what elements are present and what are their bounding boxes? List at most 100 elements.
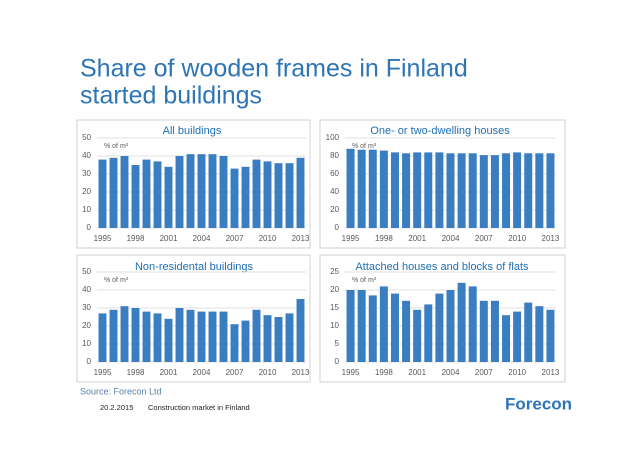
x-tick-label: 2010 [259, 234, 277, 243]
bar [164, 166, 173, 228]
y-tick-label: 10 [330, 321, 339, 330]
y-tick-label: 50 [82, 133, 91, 142]
bar [241, 320, 250, 362]
bar [175, 308, 184, 362]
bar [513, 311, 522, 362]
bar [535, 306, 544, 362]
x-tick-label: 1995 [342, 234, 360, 243]
bar [142, 311, 151, 362]
bar [109, 157, 118, 228]
bar [535, 153, 544, 228]
x-tick-label: 2013 [292, 368, 310, 377]
unit-label: % of m³ [352, 143, 377, 150]
y-tick-label: 20 [82, 321, 91, 330]
bar [208, 311, 217, 362]
y-tick-label: 5 [335, 339, 340, 348]
bar [175, 156, 184, 228]
bar [402, 153, 411, 228]
bar [131, 165, 140, 228]
y-tick-label: 30 [82, 303, 91, 312]
bar [446, 153, 455, 228]
x-tick-label: 2010 [508, 234, 526, 243]
bar [490, 300, 499, 362]
bar [524, 302, 533, 362]
chart-title: One- or two-dwelling houses [370, 125, 510, 137]
x-tick-label: 1998 [375, 368, 393, 377]
y-tick-label: 0 [87, 357, 92, 366]
bar [219, 156, 228, 228]
bar [357, 149, 366, 228]
bar [197, 154, 206, 228]
y-tick-label: 10 [82, 339, 91, 348]
y-tick-label: 0 [335, 223, 340, 232]
x-tick-label: 2004 [442, 234, 460, 243]
bar [546, 309, 555, 362]
bar [274, 317, 283, 362]
bar [413, 309, 422, 362]
x-tick-label: 2001 [408, 234, 426, 243]
bar [468, 153, 477, 228]
bar [468, 286, 477, 362]
bar [390, 293, 399, 362]
bar [424, 152, 433, 228]
y-tick-label: 60 [330, 169, 339, 178]
bar [513, 152, 522, 228]
x-tick-label: 2004 [193, 368, 211, 377]
y-tick-label: 0 [335, 357, 340, 366]
bar [479, 300, 488, 362]
x-tick-label: 2013 [292, 234, 310, 243]
x-tick-label: 1995 [94, 234, 112, 243]
bar [131, 308, 140, 362]
y-tick-label: 25 [330, 267, 339, 276]
bar [346, 290, 355, 362]
bar [164, 318, 173, 362]
bar [357, 290, 366, 362]
bar [368, 295, 377, 362]
bar [120, 306, 129, 362]
bar [109, 309, 118, 362]
bar [252, 159, 261, 228]
x-tick-label: 2001 [408, 368, 426, 377]
bar [435, 293, 444, 362]
bar [296, 299, 305, 362]
y-tick-label: 15 [330, 303, 339, 312]
bar [285, 313, 294, 362]
bar [490, 155, 499, 228]
x-tick-label: 2010 [508, 368, 526, 377]
logo: Forecon [505, 394, 572, 413]
y-tick-label: 100 [326, 133, 340, 142]
x-tick-label: 1995 [94, 368, 112, 377]
chart-title: Attached houses and blocks of flats [355, 261, 529, 273]
y-tick-label: 20 [330, 205, 339, 214]
x-tick-label: 2004 [442, 368, 460, 377]
bar [120, 156, 129, 228]
x-tick-label: 1998 [127, 234, 145, 243]
x-tick-label: 2013 [542, 368, 560, 377]
bar [346, 148, 355, 228]
bar [446, 290, 455, 362]
bar [252, 309, 261, 362]
unit-label: % of m³ [104, 143, 129, 150]
x-tick-label: 2007 [475, 368, 493, 377]
x-tick-label: 1998 [127, 368, 145, 377]
chart-title: All buildings [163, 125, 222, 137]
y-tick-label: 10 [82, 205, 91, 214]
y-tick-label: 40 [82, 151, 91, 160]
bar [208, 154, 217, 228]
x-tick-label: 2010 [259, 368, 277, 377]
x-tick-label: 2001 [160, 234, 178, 243]
bar [479, 155, 488, 228]
bar [263, 315, 272, 362]
y-tick-label: 0 [87, 223, 92, 232]
y-tick-label: 20 [330, 285, 339, 294]
bar [457, 282, 466, 362]
x-tick-label: 1998 [375, 234, 393, 243]
source: Source: Forecon Ltd [80, 386, 162, 396]
chart-title: Non-residental buildings [135, 261, 254, 273]
bar [186, 154, 195, 228]
bar [153, 161, 162, 228]
bar [197, 311, 206, 362]
unit-label: % of m³ [352, 277, 377, 284]
y-tick-label: 80 [330, 151, 339, 160]
